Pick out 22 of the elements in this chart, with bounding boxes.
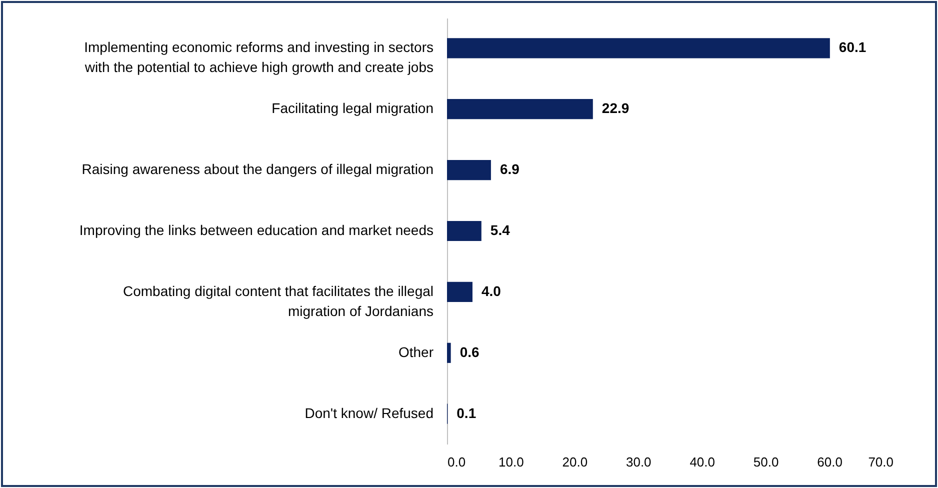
y-tick-label: Implementing economic reforms and investing in sectors with the potential to achieve high growth and create jobs [84,39,434,76]
y-tick-label: Improving the links between education and market needs [79,222,434,238]
x-tick-label: 20.0 [562,454,588,470]
y-tick-label: Other [398,344,434,360]
x-tick-label: 10.0 [498,454,524,470]
data-label: 0.6 [460,344,480,360]
data-label: 4.0 [481,282,502,299]
x-tick-label: 50.0 [753,454,779,470]
data-label: 5.4 [490,222,510,238]
data-label: 22.9 [602,100,630,116]
x-tick-label: 0.0 [448,454,466,470]
x-tick-label: 40.0 [690,454,716,470]
data-label: 60.1 [838,39,866,56]
y-tick-label: Combating digital content that facilitates the illegal migration of Jordanians [122,282,434,319]
data-label: 0.1 [456,404,476,421]
x-tick-label: 60.0 [817,454,842,470]
y-tick-label: Facilitating legal migration [272,100,434,116]
y-tick-label: Raising awareness about the dangers of illegal migration [82,161,434,178]
x-tick-label: 30.0 [626,454,652,470]
x-tick-label: 70.0 [868,454,894,470]
y-tick-label: Don't know/ Refused [304,404,434,421]
data-label: 6.9 [500,161,520,178]
